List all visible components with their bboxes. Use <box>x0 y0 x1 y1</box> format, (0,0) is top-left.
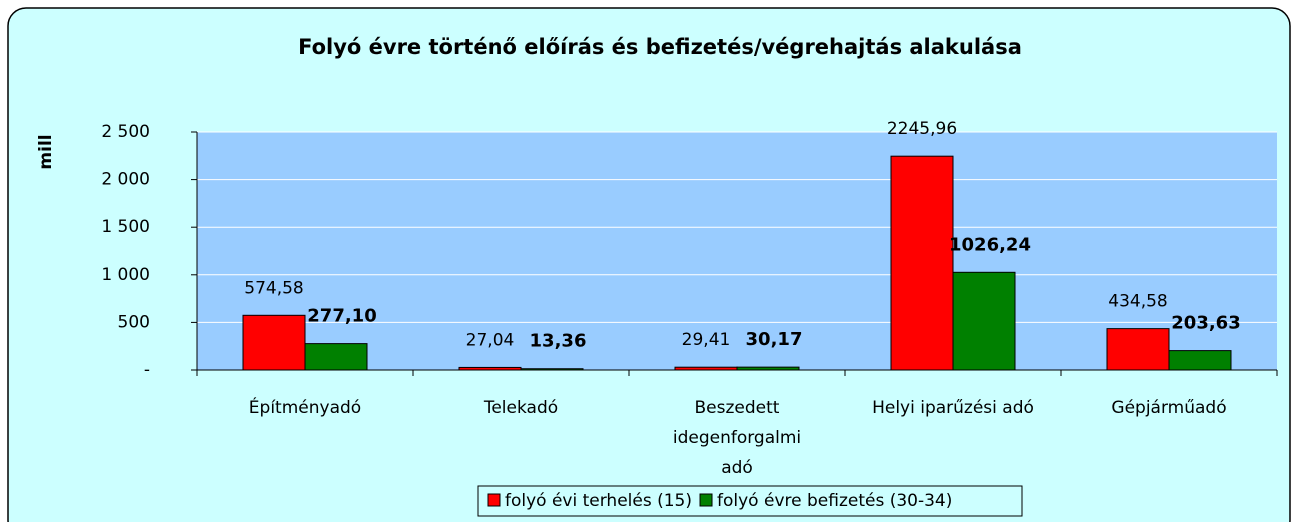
y-tick-label: 1 500 <box>101 217 150 237</box>
y-tick-label: 2 500 <box>101 122 150 142</box>
y-tick-label: 500 <box>118 312 150 332</box>
bar <box>1168 350 1232 371</box>
value-label: 574,58 <box>244 278 303 298</box>
bar <box>304 343 368 371</box>
x-tick-label: Gépjárműadó <box>1111 398 1227 418</box>
legend-box <box>477 485 1023 517</box>
value-label: 29,41 <box>682 330 731 350</box>
bar <box>952 271 1016 371</box>
value-label: 30,17 <box>746 329 803 350</box>
bar <box>890 155 954 371</box>
value-label: 434,58 <box>1108 292 1167 312</box>
value-label: 277,10 <box>307 306 376 327</box>
y-axis-label: mill <box>36 134 56 169</box>
value-label: 13,36 <box>530 331 587 352</box>
x-tick-label: Helyi iparűzési adó <box>872 398 1034 418</box>
bar <box>674 366 738 371</box>
chart-title: Folyó évre történő előírás és befizetés/… <box>298 35 1022 59</box>
plot-area <box>197 132 1277 370</box>
value-label: 27,04 <box>466 330 515 350</box>
bar <box>736 366 800 371</box>
bar <box>1106 328 1170 371</box>
value-label: 2245,96 <box>887 119 957 139</box>
legend-label: folyó évre befizetés (30-34) <box>717 491 952 511</box>
x-tick-label: Telekadó <box>483 398 559 418</box>
bar <box>458 366 522 371</box>
legend-swatch <box>487 493 501 507</box>
bar <box>520 368 584 371</box>
y-tick-label: - <box>144 360 150 380</box>
value-label: 1026,24 <box>949 234 1031 255</box>
x-tick-label: Beszedett idegenforgalmi adó <box>672 398 802 478</box>
y-tick-label: 1 000 <box>101 265 150 285</box>
legend-label: folyó évi terhelés (15) <box>505 491 692 511</box>
y-tick-label: 2 000 <box>101 170 150 190</box>
x-tick-label: Építményadó <box>248 398 362 418</box>
value-label: 203,63 <box>1171 313 1240 334</box>
legend-swatch <box>699 493 713 507</box>
bar <box>242 314 306 371</box>
